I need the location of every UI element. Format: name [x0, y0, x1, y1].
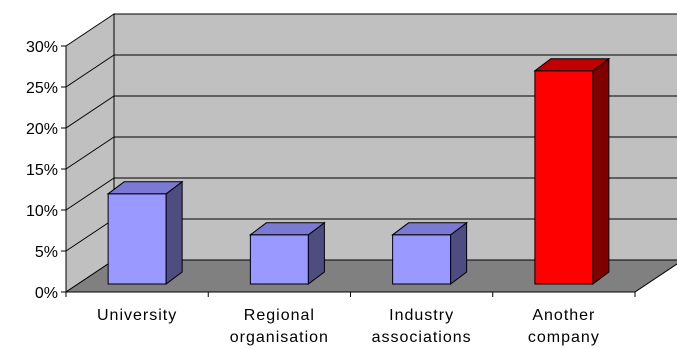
bar-top: [533, 58, 611, 72]
bar-front: [392, 234, 452, 285]
y-tick-label: 30%: [26, 39, 58, 56]
x-tick-label-line: Industry: [389, 307, 454, 324]
bar-front: [107, 193, 167, 285]
bar-top: [248, 222, 326, 236]
x-tick-labels: University Regional organisation Industry as…: [97, 307, 600, 346]
y-tick-label: 25%: [26, 80, 58, 97]
bar: [106, 180, 184, 285]
axes: [61, 45, 636, 297]
bar: [533, 57, 611, 285]
x-tick-label: Another company: [528, 307, 600, 346]
bar-front: [249, 234, 309, 285]
x-tick-label-line: Another: [532, 307, 595, 324]
x-tick-label-line: University: [97, 307, 177, 324]
gridline-side: [65, 218, 115, 252]
gridline-side: [65, 177, 115, 211]
gridline-side: [65, 136, 115, 170]
bar-side: [165, 180, 183, 285]
gridline-side: [65, 95, 115, 129]
bar-top: [391, 222, 469, 236]
y-tick-label: 20%: [26, 121, 58, 138]
gridline-side: [65, 54, 115, 88]
y-tick-label: 10%: [26, 203, 58, 220]
bar-side: [592, 57, 610, 285]
x-tick-label: University: [97, 307, 177, 324]
bar: [391, 221, 469, 285]
bar-top: [106, 181, 184, 195]
y-tick-label: 15%: [26, 162, 58, 179]
x-tick-label: Regional organisation: [230, 307, 329, 346]
x-tick-label-line: company: [528, 329, 600, 346]
bars: [106, 57, 611, 285]
x-tick-label-line: organisation: [230, 329, 329, 346]
x-tick-label-line: associations: [372, 329, 472, 346]
x-tick-label-line: Regional: [244, 307, 315, 324]
y-tick-label: 0%: [35, 285, 58, 302]
bar: [248, 221, 326, 285]
y-tick-labels: 0% 5% 10% 15% 20% 25% 30%: [26, 39, 58, 302]
bar-front: [534, 70, 594, 285]
y-tick-label: 5%: [35, 244, 58, 261]
x-tick-label: Industry associations: [372, 307, 472, 346]
